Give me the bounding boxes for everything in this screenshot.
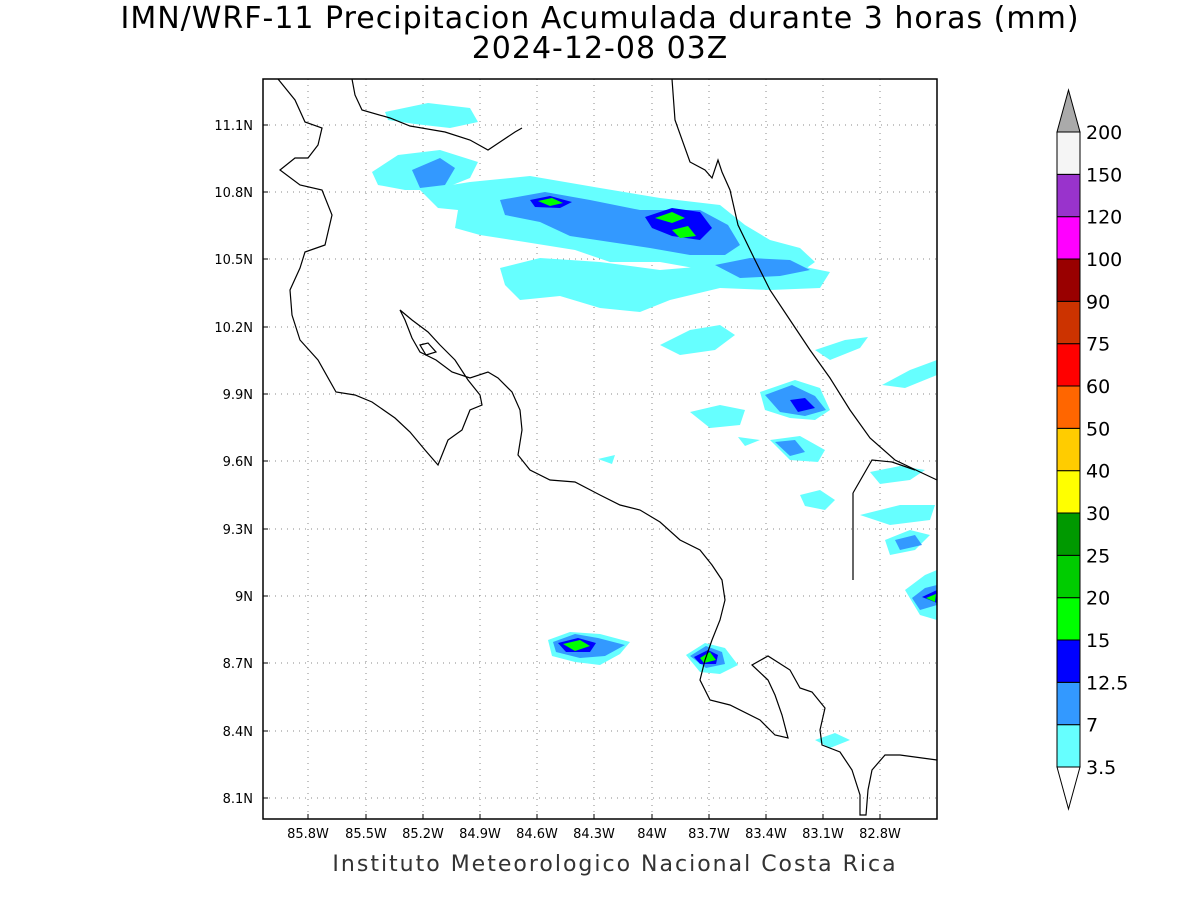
colorbar-label: 3.5 bbox=[1086, 757, 1116, 779]
colorbar-under-arrow bbox=[1056, 766, 1081, 811]
panama-border bbox=[852, 459, 916, 580]
precip-area-light bbox=[870, 466, 925, 484]
precip-area-very-heavy bbox=[926, 594, 936, 602]
coastlines-and-borders bbox=[277, 79, 937, 816]
lat-tick-label: 9.3N bbox=[223, 523, 253, 538]
colorbar-label: 12.5 bbox=[1086, 672, 1128, 694]
colorbar-label: 60 bbox=[1086, 376, 1110, 398]
colorbar-segment bbox=[1056, 131, 1081, 175]
precipitation-colorbar: 3.5 7 12.5 15 20 25 30 40 50 60 75 90 100 120 150 200 bbox=[1056, 88, 1128, 811]
lon-tick-label: 84W bbox=[637, 827, 667, 842]
map-frame bbox=[262, 78, 938, 820]
colorbar-segment bbox=[1056, 385, 1081, 429]
precip-area-moderate bbox=[775, 440, 805, 456]
colorbar-segment bbox=[1056, 300, 1081, 345]
precip-area-moderate bbox=[895, 535, 922, 550]
lon-tick-label: 84.3W bbox=[573, 827, 615, 842]
precip-area-light bbox=[815, 733, 850, 748]
colorbar-label: 90 bbox=[1086, 291, 1110, 313]
caribbean-coast bbox=[671, 79, 937, 481]
precip-area-light bbox=[385, 103, 478, 128]
lat-tick-label: 10.2N bbox=[214, 321, 253, 336]
lon-tick-label: 83.1W bbox=[802, 827, 844, 842]
precip-area-light bbox=[860, 505, 935, 525]
colorbar-segment bbox=[1056, 427, 1081, 472]
colorbar-label: 40 bbox=[1086, 461, 1110, 483]
colorbar-label: 120 bbox=[1086, 207, 1122, 229]
colorbar-segment bbox=[1056, 724, 1081, 768]
precip-area-very-heavy bbox=[563, 640, 590, 651]
map-title: IMN/WRF-11 Precipitacion Acumulada duran… bbox=[120, 1, 1080, 36]
colorbar-label: 15 bbox=[1086, 630, 1110, 652]
nicaragua-pacific-coast bbox=[277, 79, 937, 816]
colorbar-segment bbox=[1056, 470, 1081, 514]
map-datetime: 2024-12-08 03Z bbox=[471, 31, 729, 66]
lat-tick-label: 9.6N bbox=[223, 455, 253, 470]
lat-tick-label: 9N bbox=[235, 590, 253, 605]
colorbar-segment bbox=[1056, 554, 1081, 599]
longitude-axis: 85.8W 85.5W 85.2W 84.9W 84.6W 84.3W 84W 83.7W 83… bbox=[287, 814, 901, 842]
lat-tick-label: 8.7N bbox=[223, 657, 253, 672]
precip-area-very-heavy bbox=[655, 212, 685, 223]
lat-tick-label: 10.8N bbox=[214, 186, 253, 201]
plot-area bbox=[262, 78, 938, 820]
colorbar-label: 7 bbox=[1086, 715, 1098, 737]
colorbar-segment bbox=[1056, 258, 1081, 302]
colorbar-segment bbox=[1056, 173, 1081, 218]
lon-tick-label: 83.4W bbox=[745, 827, 787, 842]
precip-area-heavy bbox=[790, 398, 815, 412]
precipitation-field bbox=[372, 103, 937, 748]
lon-tick-label: 82.8W bbox=[859, 827, 901, 842]
colorbar-label: 20 bbox=[1086, 588, 1110, 610]
lon-tick-label: 84.9W bbox=[459, 827, 501, 842]
colorbar-label: 75 bbox=[1086, 334, 1110, 356]
lon-tick-label: 85.8W bbox=[287, 827, 329, 842]
precip-area-very-heavy bbox=[538, 198, 563, 206]
lon-tick-label: 84.6W bbox=[516, 827, 558, 842]
colorbar-segment bbox=[1056, 597, 1081, 641]
precip-area-light bbox=[738, 437, 760, 446]
colorbar-segment bbox=[1056, 512, 1081, 556]
latitude-axis: 11.1N 10.8N 10.5N 10.2N 9.9N 9.6N 9.3N 9N 8.7N 8.… bbox=[214, 119, 268, 807]
precip-area-light bbox=[815, 337, 868, 360]
lat-tick-label: 8.1N bbox=[223, 792, 253, 807]
precip-area-very-heavy bbox=[672, 226, 696, 238]
colorbar-label: 50 bbox=[1086, 418, 1110, 440]
colorbar-label: 30 bbox=[1086, 503, 1110, 525]
colorbar-label: 200 bbox=[1086, 122, 1122, 144]
precip-area-light bbox=[660, 325, 735, 355]
lon-tick-label: 85.5W bbox=[345, 827, 387, 842]
colorbar-over-arrow bbox=[1056, 88, 1081, 133]
precip-area-light bbox=[882, 360, 937, 388]
lon-tick-label: 83.7W bbox=[688, 827, 730, 842]
precip-area-moderate bbox=[715, 258, 810, 278]
nicaragua-lake-shore bbox=[351, 79, 523, 151]
colorbar-label: 25 bbox=[1086, 545, 1110, 567]
precip-area-light bbox=[800, 490, 835, 510]
lat-tick-label: 8.4N bbox=[223, 725, 253, 740]
precip-area-moderate bbox=[412, 158, 455, 188]
gulf-islands bbox=[419, 342, 438, 356]
precip-area-light bbox=[598, 455, 615, 464]
lat-tick-label: 10.5N bbox=[214, 253, 253, 268]
colorbar-segment bbox=[1056, 216, 1081, 260]
lon-tick-label: 85.2W bbox=[402, 827, 444, 842]
precip-area-light bbox=[690, 405, 745, 428]
lat-tick-label: 11.1N bbox=[214, 119, 253, 134]
institution-footer: Instituto Meteorologico Nacional Costa R… bbox=[332, 852, 898, 877]
colorbar-segment bbox=[1056, 343, 1081, 387]
colorbar-label: 150 bbox=[1086, 164, 1122, 186]
lat-tick-label: 9.9N bbox=[223, 388, 253, 403]
colorbar-segment bbox=[1056, 681, 1081, 726]
precip-area-very-heavy bbox=[700, 652, 716, 663]
colorbar-segment bbox=[1056, 639, 1081, 683]
colorbar-label: 100 bbox=[1086, 249, 1122, 271]
